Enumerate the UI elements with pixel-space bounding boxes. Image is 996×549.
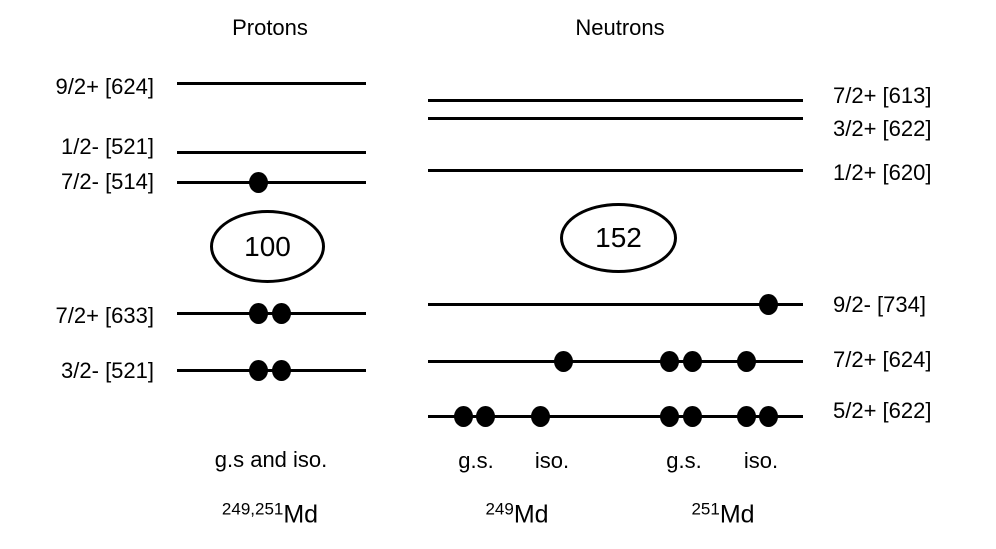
isotope-mass-sup: 251	[691, 499, 720, 519]
protons-level-line	[177, 180, 366, 184]
nucleon-dot	[758, 293, 778, 315]
neutrons-level-label: 7/2+ [613]	[833, 83, 932, 108]
nucleon-dot	[248, 302, 268, 324]
nucleon-dot	[682, 405, 702, 427]
isotope-label-249-md: 249Md	[485, 501, 548, 530]
protons-level-label: 3/2- [521]	[61, 358, 154, 383]
protons-level-label: 9/2+ [624]	[55, 74, 154, 99]
neutrons-level-line	[428, 168, 803, 172]
nucleon-dot	[248, 171, 268, 193]
nucleon-dot	[682, 350, 702, 372]
isotope-symbol: Md	[283, 500, 319, 529]
neutrons-level-line	[428, 414, 803, 418]
state-label-249md-iso: iso.	[534, 448, 570, 473]
protons-title: Protons	[232, 15, 308, 40]
nucleon-dot	[553, 350, 573, 372]
protons-level-label: 7/2- [514]	[61, 169, 154, 194]
state-label-249md-gs: g.s.	[458, 448, 494, 473]
nucleon-dot	[659, 405, 679, 427]
isotope-symbol: Md	[513, 500, 549, 529]
neutron-shell-gap-number: 152	[595, 222, 642, 253]
nucleon-dot	[248, 359, 268, 381]
protons-level-line	[177, 150, 366, 154]
neutrons-level-label: 5/2+ [622]	[833, 398, 932, 423]
neutron-shell-gap-ellipse: 152	[560, 203, 677, 273]
isotope-mass-sup: 249	[485, 499, 514, 519]
isotope-symbol: Md	[719, 500, 755, 529]
neutrons-level-label: 9/2- [734]	[833, 292, 926, 317]
neutrons-level-line	[428, 98, 803, 102]
nucleon-dot	[271, 359, 291, 381]
neutrons-title: Neutrons	[575, 15, 665, 40]
proton-states-caption: g.s and iso.	[214, 447, 328, 472]
nucleon-dot	[736, 405, 756, 427]
nucleon-dot	[530, 405, 550, 427]
proton-shell-gap-number: 100	[244, 230, 291, 262]
neutrons-level-line	[428, 359, 803, 363]
nucleon-dot	[736, 350, 756, 372]
neutrons-level-label: 7/2+ [624]	[833, 347, 932, 372]
protons-level-label: 1/2- [521]	[61, 134, 154, 159]
neutrons-level-label: 1/2+ [620]	[833, 160, 932, 185]
neutrons-level-line	[428, 302, 803, 306]
protons-level-label: 7/2+ [633]	[55, 303, 154, 328]
isotope-label-249-251-md: 249,251Md	[222, 501, 318, 530]
neutrons-level-label: 3/2+ [622]	[833, 116, 932, 141]
nucleon-dot	[271, 302, 291, 324]
proton-shell-gap-ellipse: 100	[210, 210, 325, 283]
neutrons-level-line	[428, 116, 803, 120]
nucleon-dot	[453, 405, 473, 427]
isotope-mass-sup: 249,251	[221, 499, 284, 519]
nucleon-dot	[758, 405, 778, 427]
protons-level-line	[177, 81, 366, 85]
state-label-251md-gs: g.s.	[666, 448, 702, 473]
nucleon-dot	[475, 405, 495, 427]
state-label-251md-iso: iso.	[743, 448, 779, 473]
nucleon-dot	[659, 350, 679, 372]
isotope-label-251-md: 251Md	[691, 501, 754, 530]
